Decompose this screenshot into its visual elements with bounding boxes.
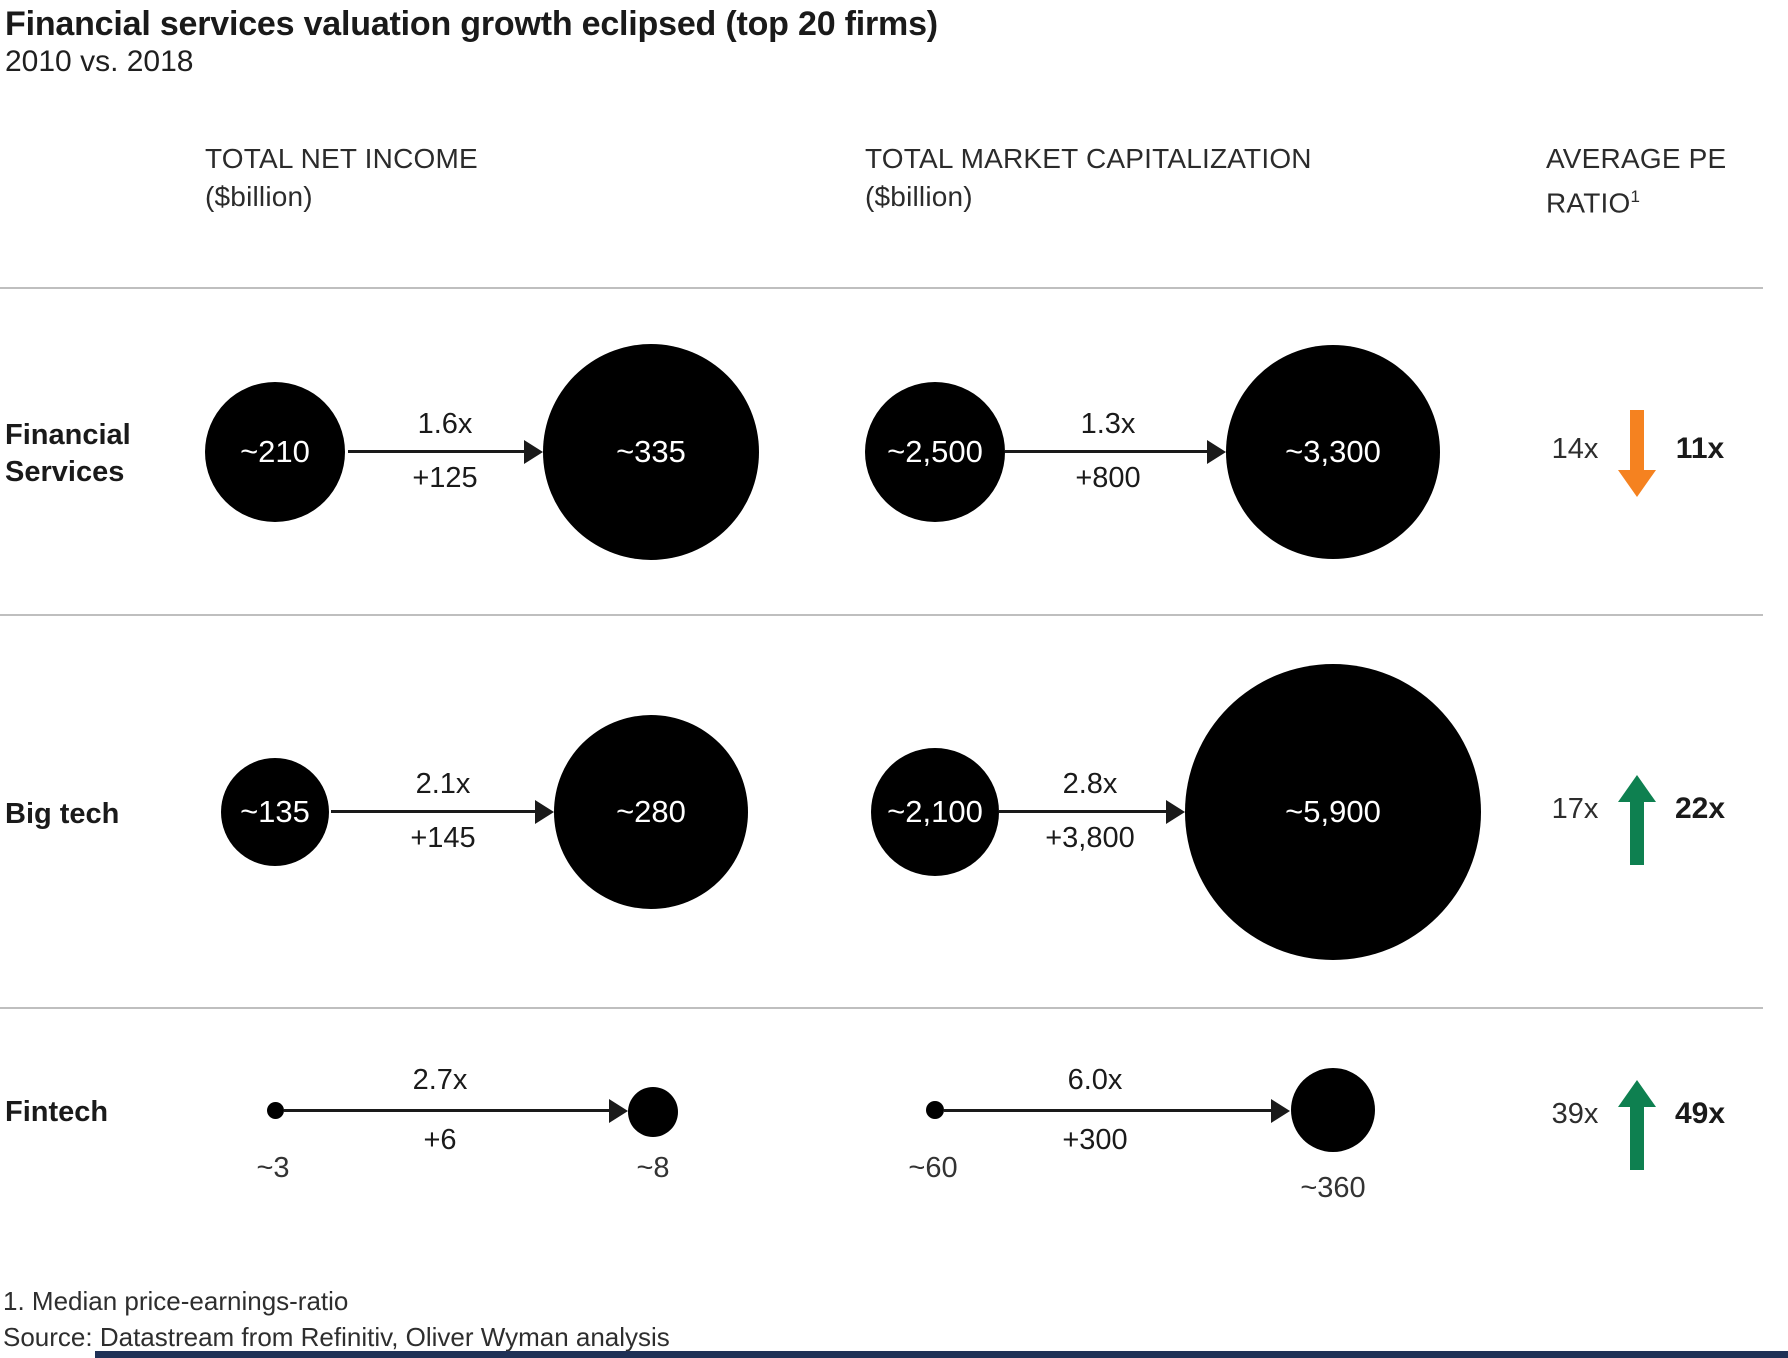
bubble-value: ~135 xyxy=(240,794,310,829)
multiplier-label: 6.0x xyxy=(1067,1064,1123,1096)
growth-arrow-icon xyxy=(331,810,535,813)
pe-up-arrow-head-icon xyxy=(1618,1080,1656,1107)
pe-down-arrow-icon xyxy=(1630,410,1644,472)
bubble-value: ~3,300 xyxy=(1285,434,1381,469)
bubble-fs-net-income-2018: ~335 xyxy=(543,344,759,560)
column-header-pe-line2: RATIO1 xyxy=(1546,187,1641,219)
growth-arrow-icon xyxy=(944,1109,1271,1112)
multiplier-label: 2.7x xyxy=(412,1064,468,1096)
pe-up-arrow-head-icon xyxy=(1618,775,1656,802)
bubble-ft-net-income-2018 xyxy=(628,1087,678,1137)
delta-label: +6 xyxy=(423,1124,457,1156)
pe-down-arrow-head-icon xyxy=(1618,470,1656,497)
footnote-pe-definition: 1. Median price-earnings-ratio xyxy=(3,1286,349,1316)
bubble-value-below: ~60 xyxy=(908,1152,958,1184)
bubble-ft-market-cap-2010 xyxy=(926,1101,944,1119)
delta-label: +125 xyxy=(412,462,478,494)
column-header-market-cap-unit: ($billion) xyxy=(865,181,973,212)
bubble-value-below: ~8 xyxy=(636,1152,670,1184)
column-header-market-cap-label: TOTAL MARKET CAPITALIZATION xyxy=(865,143,1312,174)
row-label-fintech: Fintech xyxy=(5,1096,109,1128)
bubble-value: ~280 xyxy=(616,794,686,829)
bubble-fs-net-income-2010: ~210 xyxy=(205,382,345,522)
bubble-bt-net-income-2018: ~280 xyxy=(554,715,748,909)
multiplier-label: 2.8x xyxy=(1062,768,1118,800)
pe-2018-value: 11x xyxy=(1675,432,1725,465)
multiplier-label: 1.6x xyxy=(417,408,473,440)
multiplier-label: 1.3x xyxy=(1080,408,1136,440)
bubble-value: ~5,900 xyxy=(1285,794,1381,829)
bubble-value-below: ~3 xyxy=(256,1152,290,1184)
bubble-ft-net-income-2010 xyxy=(267,1102,284,1119)
footnote-source: Source: Datastream from Refinitiv, Olive… xyxy=(3,1322,670,1352)
growth-arrow-icon xyxy=(1005,450,1207,453)
growth-arrow-head-icon xyxy=(1207,440,1226,464)
delta-label: +3,800 xyxy=(1045,822,1135,854)
bubble-bt-market-cap-2010: ~2,100 xyxy=(871,748,999,876)
pe-2018-value: 22x xyxy=(1674,792,1726,825)
pe-up-arrow-icon xyxy=(1630,1105,1644,1170)
page-subtitle: 2010 vs. 2018 xyxy=(5,45,194,78)
growth-arrow-icon xyxy=(284,1109,609,1112)
bubble-bt-market-cap-2018: ~5,900 xyxy=(1185,664,1481,960)
growth-arrow-head-icon xyxy=(609,1099,628,1123)
bubble-value: ~210 xyxy=(240,434,310,469)
growth-arrow-icon xyxy=(348,450,524,453)
bubble-value-below: ~360 xyxy=(1300,1172,1366,1204)
delta-label: +300 xyxy=(1062,1124,1128,1156)
column-header-net-income-unit: ($billion) xyxy=(205,181,313,212)
bubble-bt-net-income-2010: ~135 xyxy=(221,758,329,866)
row-label-big-tech: Big tech xyxy=(5,798,120,830)
delta-label: +800 xyxy=(1075,462,1141,494)
bubble-value: ~335 xyxy=(616,434,686,469)
divider-header xyxy=(0,287,1763,289)
row-label-financial-services: Financial Services xyxy=(5,419,131,488)
pe-2010-value: 39x xyxy=(1551,1098,1599,1130)
growth-arrow-icon xyxy=(999,810,1166,813)
pe-2010-value: 14x xyxy=(1551,433,1599,465)
growth-arrow-head-icon xyxy=(524,440,543,464)
pe-2018-value: 49x xyxy=(1674,1097,1726,1130)
bubble-value: ~2,100 xyxy=(887,794,983,829)
pe-2010-value: 17x xyxy=(1551,793,1599,825)
multiplier-label: 2.1x xyxy=(415,768,471,800)
bubble-fs-market-cap-2018: ~3,300 xyxy=(1226,345,1440,559)
growth-arrow-head-icon xyxy=(1271,1099,1290,1123)
growth-arrow-head-icon xyxy=(1166,800,1185,824)
column-header-net-income: TOTAL NET INCOME ($billion) xyxy=(205,140,478,216)
column-header-net-income-label: TOTAL NET INCOME xyxy=(205,143,478,174)
divider-row-1 xyxy=(0,614,1763,616)
growth-arrow-head-icon xyxy=(535,800,554,824)
bubble-ft-market-cap-2018 xyxy=(1291,1068,1375,1152)
delta-label: +145 xyxy=(410,822,476,854)
column-header-pe-ratio: AVERAGE PE RATIO1 xyxy=(1546,140,1726,222)
pe-footnote-marker: 1 xyxy=(1630,187,1641,206)
bubble-value: ~2,500 xyxy=(887,434,983,469)
column-header-pe-line1: AVERAGE PE xyxy=(1546,143,1727,174)
bubble-fs-market-cap-2010: ~2,500 xyxy=(865,382,1005,522)
divider-row-2 xyxy=(0,1007,1763,1009)
column-header-market-cap: TOTAL MARKET CAPITALIZATION ($billion) xyxy=(865,140,1312,216)
page-title: Financial services valuation growth ecli… xyxy=(5,5,938,43)
bottom-border-rule xyxy=(95,1351,1788,1358)
pe-up-arrow-icon xyxy=(1630,800,1644,865)
